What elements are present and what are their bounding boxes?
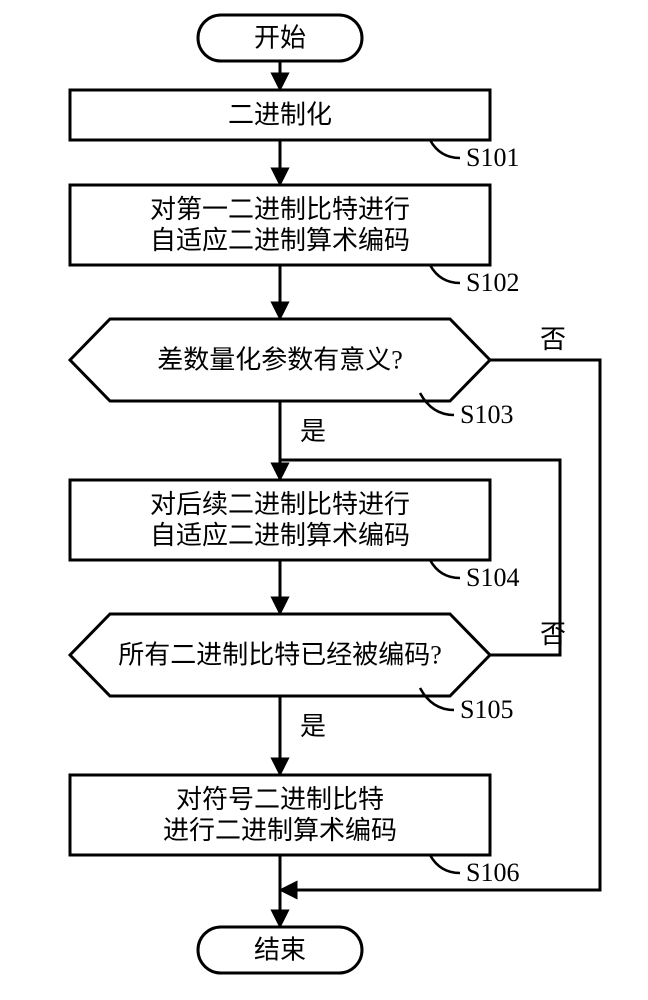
s102: 对第一二进制比特进行自适应二进制算术编码 S102 [70,185,519,297]
s105-line-0: 所有二进制比特已经被编码? [118,641,442,670]
s105: 所有二进制比特已经被编码? S105 [70,614,513,724]
end-text: 结束 [254,936,306,965]
edge-label: 否 [540,325,566,354]
s103: 差数量化参数有意义? S103 [70,319,513,429]
start-text: 开始 [254,24,306,53]
s101-step-label: S101 [466,143,519,172]
s103-line-0: 差数量化参数有意义? [157,346,403,375]
s102-line-0: 对第一二进制比特进行 [150,195,410,224]
end: 结束 [198,927,362,973]
s102-step-label: S102 [466,268,519,297]
s105-step-label: S105 [460,695,513,724]
edge-label: 是 [300,712,326,741]
s104: 对后续二进制比特进行自适应二进制算术编码 S104 [70,480,519,592]
s103-step-label: S103 [460,400,513,429]
s101: 二进制化 S101 [70,90,519,172]
s106: 对符号二进制比特进行二进制算术编码 S106 [70,775,519,887]
edge-label: 否 [540,620,566,649]
s104-line-0: 对后续二进制比特进行 [150,490,410,519]
s104-step-label: S104 [466,563,519,592]
s106-line-0: 对符号二进制比特 [176,785,384,814]
edge-label: 是 [300,417,326,446]
s104-line-1: 自适应二进制算术编码 [150,521,410,550]
start: 开始 [198,15,362,61]
nodes-layer: 开始二进制化 S101 对第一二进制比特进行自适应二进制算术编码 S102 差数量化参数… [70,15,519,973]
s106-line-1: 进行二进制算术编码 [163,816,397,845]
s102-line-1: 自适应二进制算术编码 [150,226,410,255]
s106-step-label: S106 [466,858,519,887]
s101-line-0: 二进制化 [228,101,332,130]
